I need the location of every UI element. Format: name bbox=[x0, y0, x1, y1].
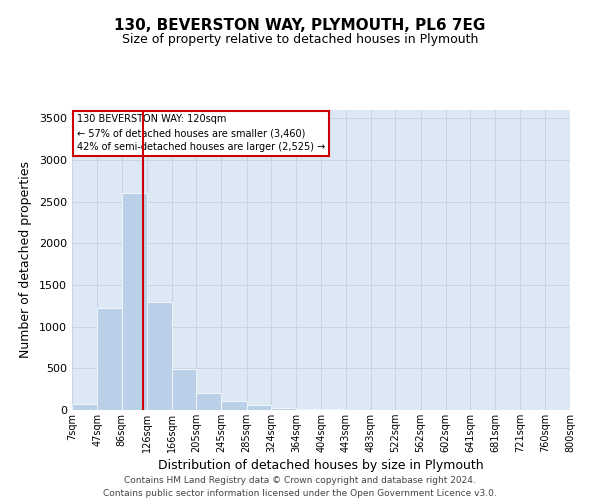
Bar bbox=[296, 409, 322, 410]
Bar bbox=[147, 302, 172, 410]
Text: 130 BEVERSTON WAY: 120sqm
← 57% of detached houses are smaller (3,460)
42% of se: 130 BEVERSTON WAY: 120sqm ← 57% of detac… bbox=[77, 114, 325, 152]
Bar bbox=[271, 408, 296, 410]
Bar bbox=[122, 194, 147, 410]
Bar bbox=[196, 392, 221, 410]
Text: Contains HM Land Registry data © Crown copyright and database right 2024.
Contai: Contains HM Land Registry data © Crown c… bbox=[103, 476, 497, 498]
Bar bbox=[172, 369, 196, 410]
Bar bbox=[247, 406, 271, 410]
Bar bbox=[72, 404, 97, 410]
X-axis label: Distribution of detached houses by size in Plymouth: Distribution of detached houses by size … bbox=[158, 459, 484, 472]
Bar bbox=[221, 401, 247, 410]
Text: Size of property relative to detached houses in Plymouth: Size of property relative to detached ho… bbox=[122, 32, 478, 46]
Bar bbox=[97, 308, 122, 410]
Text: 130, BEVERSTON WAY, PLYMOUTH, PL6 7EG: 130, BEVERSTON WAY, PLYMOUTH, PL6 7EG bbox=[115, 18, 485, 32]
Y-axis label: Number of detached properties: Number of detached properties bbox=[19, 162, 32, 358]
